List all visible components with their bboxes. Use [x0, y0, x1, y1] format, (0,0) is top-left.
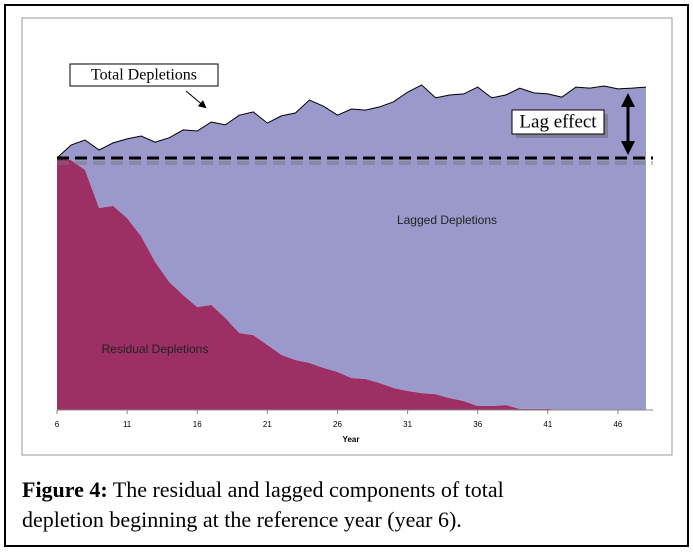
series-label: Lagged Depletions — [397, 213, 497, 227]
x-tick-label: 11 — [123, 420, 132, 429]
x-axis-label: Year — [343, 435, 360, 444]
annotation: Lag effect — [519, 111, 597, 132]
caption: Figure 4: The residual and lagged compone… — [22, 477, 504, 502]
x-tick-label: 16 — [193, 420, 202, 429]
series-label: Residual Depletions — [102, 342, 209, 356]
x-tick-label: 36 — [473, 420, 482, 429]
annotation-box — [69, 63, 219, 87]
annotation: Total Depletions — [91, 67, 197, 84]
x-tick-label: 21 — [263, 420, 272, 429]
annotation-box — [511, 109, 605, 135]
x-tick-label: 41 — [543, 420, 552, 429]
total-line — [56, 84, 647, 159]
x-tick-label: 31 — [403, 420, 412, 429]
area — [57, 158, 646, 410]
caption-text-2: depletion beginning at the reference yea… — [22, 507, 462, 532]
caption-label: Figure 4: — [22, 477, 108, 502]
x-tick-label: 26 — [333, 420, 342, 429]
area — [57, 84, 646, 411]
plot: 6 11 16 21 26 31 36 41 46 Year Lagged Depletions Re… — [55, 63, 653, 444]
annotation-arrow — [185, 90, 207, 109]
x-tick-label: 46 — [613, 420, 622, 429]
caption-text-1: The residual and lagged components of to… — [113, 477, 504, 502]
x-tick-label: 6 — [55, 420, 60, 429]
